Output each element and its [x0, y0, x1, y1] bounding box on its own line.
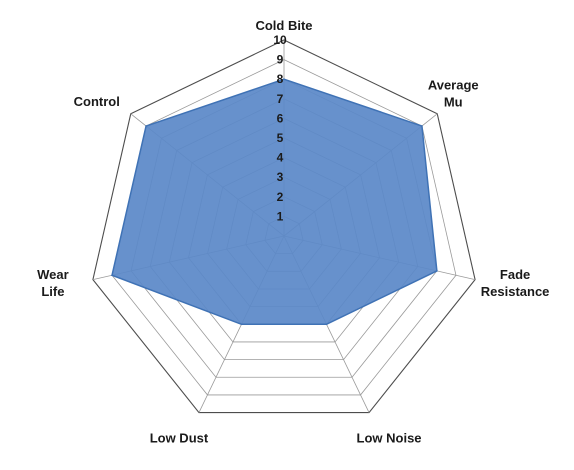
- tick-label: 7: [277, 92, 284, 106]
- data-point-average-mu: [421, 125, 423, 127]
- axis-label-line: Life: [41, 284, 64, 299]
- axis-label-line: Low Dust: [150, 431, 209, 446]
- axis-label-line: Cold Bite: [255, 18, 312, 33]
- axis-label-low-dust: Low Dust: [150, 431, 209, 446]
- axis-label-cold-bite: Cold Bite: [255, 18, 312, 33]
- data-point-low-noise: [325, 323, 328, 326]
- tick-label: 6: [277, 111, 284, 125]
- axis-label-line: Low Noise: [357, 431, 422, 446]
- axis-label-line: Mu: [444, 94, 463, 109]
- axis-label-fade-resistance: Fade Resistance: [481, 267, 550, 299]
- axis-label-average-mu: Average Mu: [428, 77, 479, 109]
- tick-label: 9: [277, 53, 284, 67]
- tick-label: 10: [273, 33, 287, 47]
- data-point-fade-resistance: [436, 270, 438, 272]
- axis-labels: Cold Bite Average Mu Fade Resistance Low Nois…: [37, 18, 549, 446]
- radial-tick-labels: 1 2 3 4 5 6 7 8 9 10: [273, 33, 287, 223]
- axis-label-line: Fade: [500, 267, 530, 282]
- tick-label: 5: [277, 131, 284, 145]
- radar-series: [111, 78, 438, 326]
- data-point-wear-life: [111, 274, 113, 277]
- tick-label: 2: [277, 190, 284, 204]
- tick-label: 3: [277, 170, 284, 184]
- axis-label-control: Control: [74, 94, 120, 109]
- axis-label-wear-life: Wear Life: [37, 267, 69, 299]
- tick-label: 1: [277, 209, 284, 223]
- axis-label-line: Wear: [37, 267, 69, 282]
- tick-label: 4: [277, 151, 284, 165]
- axis-label-line: Average: [428, 77, 479, 92]
- data-point-low-dust: [240, 323, 243, 326]
- axis-label-line: Control: [74, 94, 120, 109]
- axis-label-low-noise: Low Noise: [357, 431, 422, 446]
- series-area-0: [111, 78, 438, 326]
- axis-label-line: Resistance: [481, 284, 550, 299]
- data-point-cold-bite: [283, 78, 285, 80]
- grid-ring-10: [92, 39, 476, 414]
- tick-label: 8: [277, 72, 284, 86]
- data-point-control: [145, 125, 147, 127]
